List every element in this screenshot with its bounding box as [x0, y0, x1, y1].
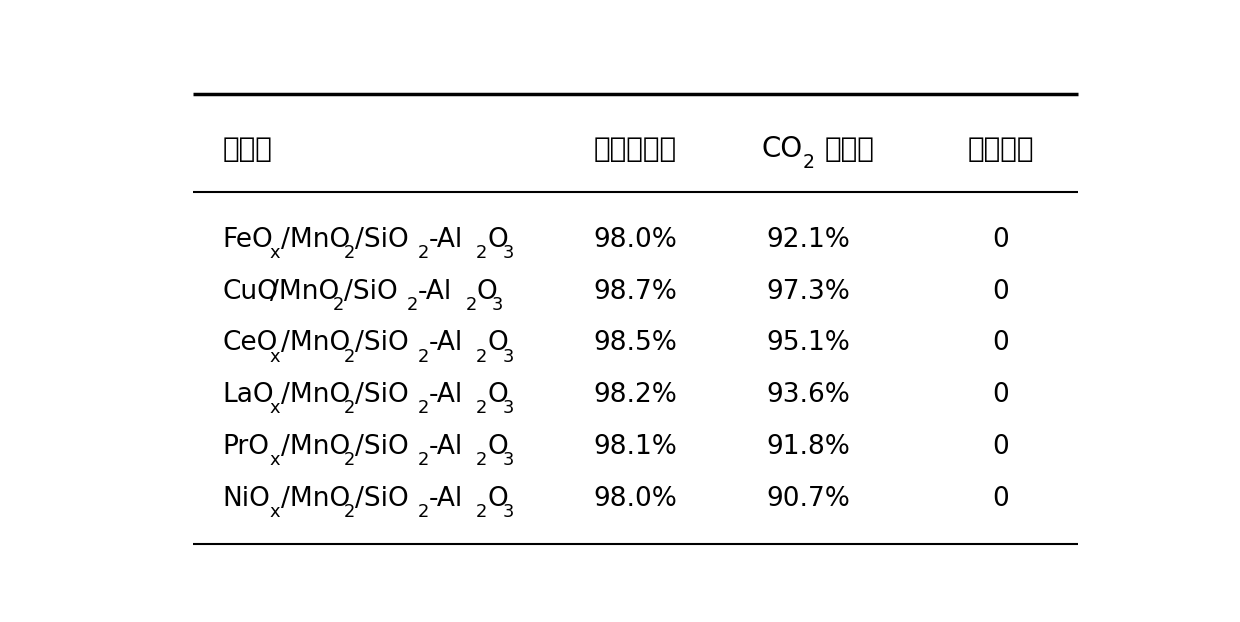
Text: O: O [487, 330, 507, 356]
Text: 2: 2 [418, 451, 429, 469]
Text: /SiO: /SiO [355, 330, 408, 356]
Text: /SiO: /SiO [355, 382, 408, 408]
Text: /MnO: /MnO [280, 227, 350, 253]
Text: PrO: PrO [222, 434, 269, 460]
Text: 2: 2 [476, 244, 487, 262]
Text: 0: 0 [992, 434, 1009, 460]
Text: CeO: CeO [222, 330, 278, 356]
Text: 2: 2 [343, 348, 355, 366]
Text: 2: 2 [343, 244, 355, 262]
Text: -Al: -Al [429, 434, 463, 460]
Text: 2: 2 [343, 451, 355, 469]
Text: 93.6%: 93.6% [766, 382, 851, 408]
Text: 2: 2 [418, 399, 429, 417]
Text: 97.3%: 97.3% [766, 279, 851, 305]
Text: 2: 2 [476, 451, 487, 469]
Text: /MnO: /MnO [280, 330, 350, 356]
Text: 2: 2 [465, 296, 476, 314]
Text: -Al: -Al [429, 486, 463, 511]
Text: NiO: NiO [222, 486, 270, 511]
Text: CuO: CuO [222, 279, 278, 305]
Text: 2: 2 [418, 348, 429, 366]
Text: 臭氧浓度: 臭氧浓度 [967, 135, 1034, 163]
Text: /MnO: /MnO [280, 486, 350, 511]
Text: 91.8%: 91.8% [766, 434, 851, 460]
Text: 95.1%: 95.1% [766, 330, 851, 356]
Text: x: x [270, 244, 280, 262]
Text: -Al: -Al [429, 227, 463, 253]
Text: 3: 3 [503, 451, 515, 469]
Text: 0: 0 [992, 227, 1009, 253]
Text: 98.1%: 98.1% [594, 434, 677, 460]
Text: 2: 2 [418, 503, 429, 521]
Text: /SiO: /SiO [343, 279, 398, 305]
Text: /MnO: /MnO [280, 434, 350, 460]
Text: FeO: FeO [222, 227, 273, 253]
Text: 0: 0 [992, 486, 1009, 511]
Text: 选择性: 选择性 [825, 135, 874, 163]
Text: /MnO: /MnO [280, 382, 350, 408]
Text: 98.0%: 98.0% [594, 486, 677, 511]
Text: 98.5%: 98.5% [594, 330, 677, 356]
Text: 催化剂: 催化剂 [222, 135, 272, 163]
Text: x: x [270, 503, 280, 521]
Text: 2: 2 [343, 503, 355, 521]
Text: 0: 0 [992, 279, 1009, 305]
Text: 98.2%: 98.2% [594, 382, 677, 408]
Text: O: O [487, 486, 507, 511]
Text: 2: 2 [476, 503, 487, 521]
Text: -Al: -Al [429, 382, 463, 408]
Text: /SiO: /SiO [355, 486, 408, 511]
Text: 3: 3 [503, 244, 515, 262]
Text: 0: 0 [992, 382, 1009, 408]
Text: 3: 3 [503, 348, 515, 366]
Text: 2: 2 [334, 296, 345, 314]
Text: 92.1%: 92.1% [766, 227, 851, 253]
Text: x: x [270, 348, 280, 366]
Text: 2: 2 [343, 399, 355, 417]
Text: CO: CO [761, 135, 802, 163]
Text: LaO: LaO [222, 382, 274, 408]
Text: /SiO: /SiO [355, 227, 408, 253]
Text: 2: 2 [407, 296, 418, 314]
Text: x: x [270, 399, 280, 417]
Text: 甲苯脱除率: 甲苯脱除率 [594, 135, 677, 163]
Text: O: O [476, 279, 497, 305]
Text: x: x [270, 451, 280, 469]
Text: O: O [487, 434, 507, 460]
Text: O: O [487, 227, 507, 253]
Text: /SiO: /SiO [355, 434, 408, 460]
Text: /MnO: /MnO [270, 279, 339, 305]
Text: 2: 2 [418, 244, 429, 262]
Text: 98.0%: 98.0% [594, 227, 677, 253]
Text: 3: 3 [492, 296, 503, 314]
Text: -Al: -Al [418, 279, 453, 305]
Text: 98.7%: 98.7% [594, 279, 677, 305]
Text: 0: 0 [992, 330, 1009, 356]
Text: 2: 2 [476, 399, 487, 417]
Text: 3: 3 [503, 399, 515, 417]
Text: 2: 2 [802, 153, 815, 172]
Text: O: O [487, 382, 507, 408]
Text: -Al: -Al [429, 330, 463, 356]
Text: 90.7%: 90.7% [766, 486, 851, 511]
Text: 3: 3 [503, 503, 515, 521]
Text: 2: 2 [476, 348, 487, 366]
